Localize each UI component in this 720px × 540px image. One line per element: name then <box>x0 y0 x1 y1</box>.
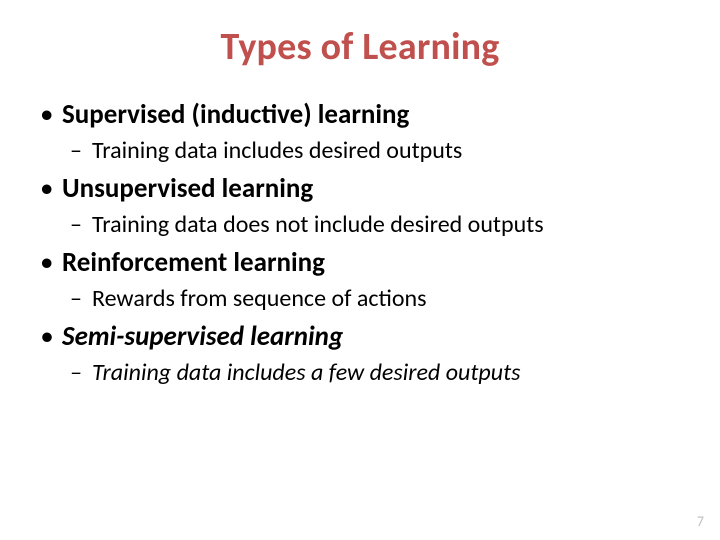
l2-label: Training data includes a few desired out… <box>36 357 684 388</box>
slide-title: Types of Learning <box>36 24 684 70</box>
l2-label: Training data does not include desired o… <box>36 209 684 240</box>
list-item: Semi-supervised learning Training data i… <box>36 320 684 388</box>
l1-label: Supervised (inductive) learning <box>36 98 684 132</box>
slide: Types of Learning Supervised (inductive)… <box>0 0 720 540</box>
list-item: Reinforcement learning Rewards from sequ… <box>36 246 684 314</box>
list-item: Supervised (inductive) learning Training… <box>36 98 684 166</box>
l2-label: Rewards from sequence of actions <box>36 283 684 314</box>
l1-label: Reinforcement learning <box>36 246 684 280</box>
page-number: 7 <box>697 513 704 530</box>
l2-label: Training data includes desired outputs <box>36 135 684 166</box>
bullet-list: Supervised (inductive) learning Training… <box>36 98 684 388</box>
l1-label: Unsupervised learning <box>36 172 684 206</box>
list-item: Unsupervised learning Training data does… <box>36 172 684 240</box>
l1-label: Semi-supervised learning <box>36 320 684 354</box>
